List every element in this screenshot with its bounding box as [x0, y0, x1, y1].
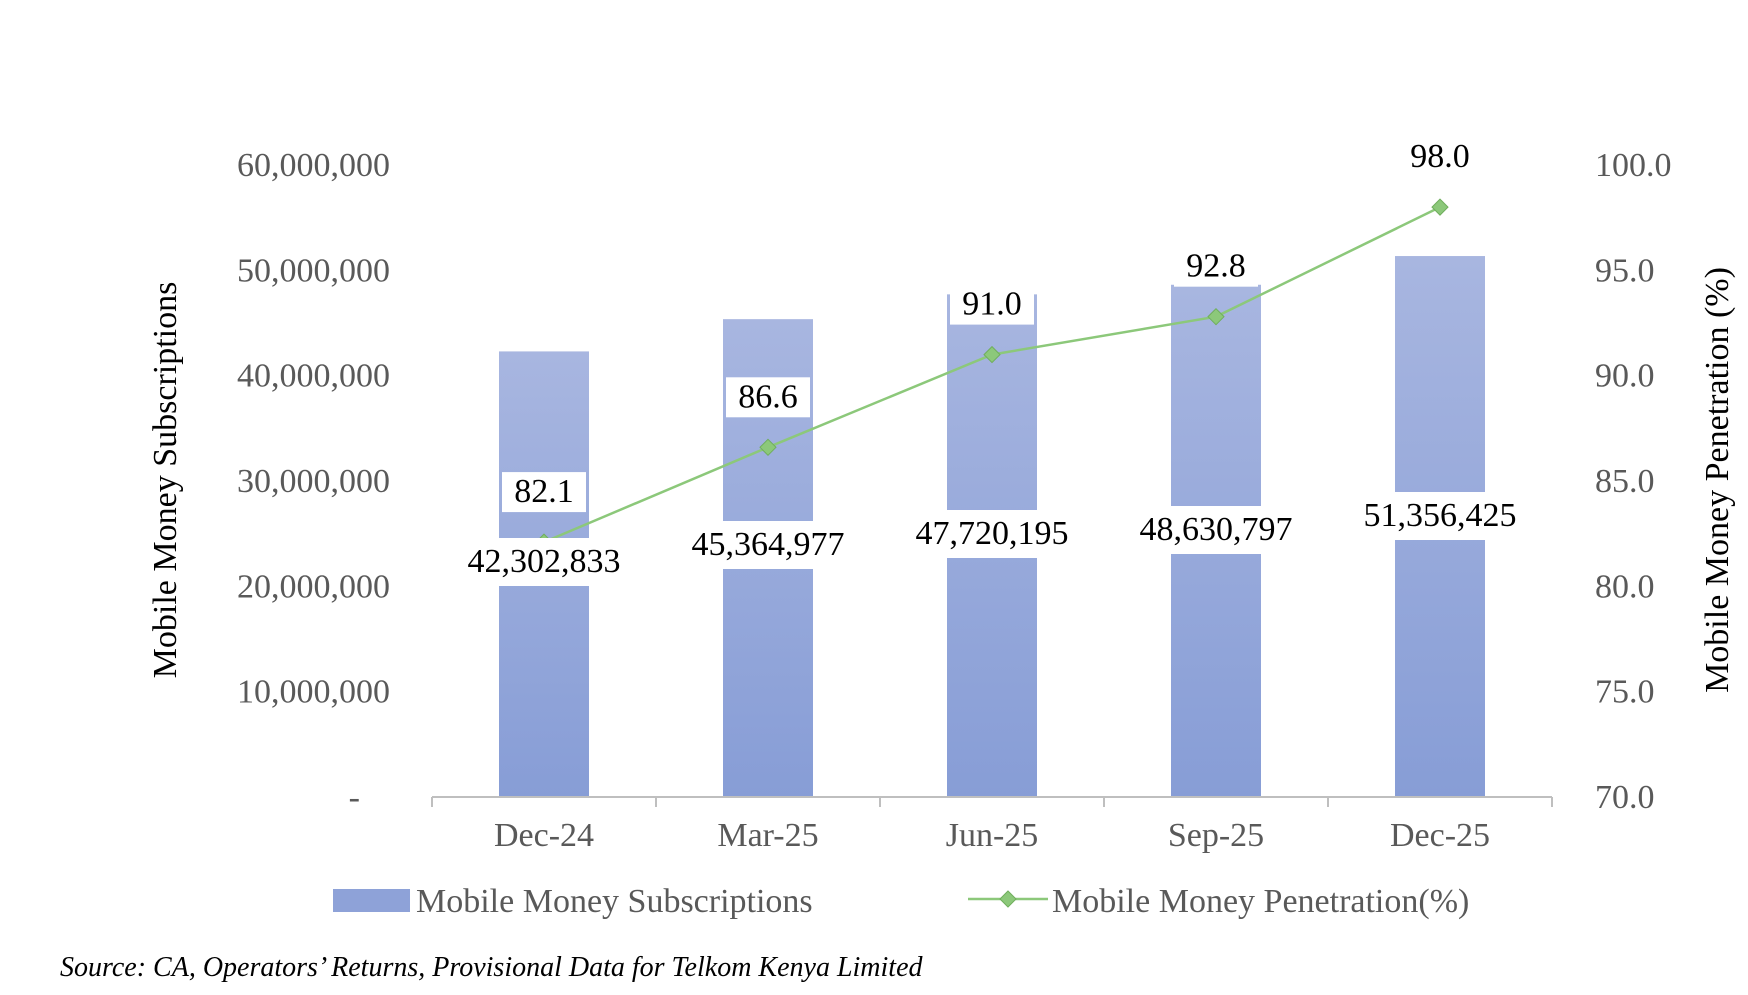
line-data-label: 98.0: [1410, 138, 1470, 175]
x-tick-label: Dec-24: [494, 817, 594, 854]
bar-data-label-bg: [449, 538, 639, 586]
line-data-label: 82.1: [514, 473, 574, 510]
y-tick-label: 50,000,000: [237, 252, 390, 289]
line-data-label: 86.6: [738, 378, 798, 415]
penetration-marker-mar-25: [759, 438, 777, 457]
penetration-marker-jun-25: [983, 345, 1001, 364]
y-tick-label: -: [349, 779, 360, 816]
line-data-label-bg: [1398, 137, 1482, 178]
y-tick-label: 40,000,000: [237, 358, 390, 395]
y2-tick-label: 70.0: [1595, 779, 1655, 816]
y2-tick-label: 80.0: [1595, 568, 1655, 605]
penetration-marker-dec-25: [1431, 198, 1449, 216]
legend-marker-penetration: [999, 890, 1017, 908]
y2-tick-label: 100.0: [1595, 147, 1672, 184]
source-note: Source: CA, Operators’ Returns, Provisio…: [60, 952, 923, 983]
penetration-marker-sep-25: [1207, 307, 1225, 326]
line-data-label-bg: [950, 284, 1034, 325]
legend-swatch-subscriptions: [333, 889, 410, 912]
x-tick-label: Jun-25: [946, 817, 1039, 854]
x-tick-label: Dec-25: [1390, 817, 1490, 854]
bar-data-label-bg: [1345, 492, 1535, 540]
y2-axis-title: Mobile Money Penetration (%): [1699, 267, 1736, 693]
bar-data-label-bg: [1121, 506, 1311, 554]
bar-data-label-bg: [673, 521, 863, 569]
y2-tick-label: 85.0: [1595, 463, 1655, 500]
x-tick-label: Mar-25: [717, 817, 818, 854]
bar-data-label: 47,720,195: [916, 515, 1069, 552]
bar-data-label: 42,302,833: [468, 543, 621, 580]
y-tick-label: 30,000,000: [237, 463, 390, 500]
legend-label-penetration: Mobile Money Penetration(%): [1052, 883, 1469, 920]
line-data-label-bg: [502, 472, 586, 513]
line-data-label: 91.0: [962, 286, 1022, 323]
y-axis-title: Mobile Money Subscriptions: [147, 282, 184, 679]
line-data-label: 92.8: [1186, 248, 1246, 285]
axes-layer: Dec-24 Mar-25 Jun-25 Sep-25 Dec-25 - 10,000,00…: [147, 147, 1736, 854]
bar-data-label: 51,356,425: [1364, 497, 1517, 534]
x-tick-label: Sep-25: [1168, 817, 1264, 854]
y-tick-label: 60,000,000: [237, 147, 390, 184]
y2-tick-label: 95.0: [1595, 252, 1655, 289]
labels-layer: 42,302,833 45,364,977 47,720,195 48,630,797…: [449, 137, 1535, 586]
bar-data-label-bg: [897, 510, 1087, 558]
line-data-label-bg: [1174, 246, 1258, 287]
y-tick-label: 20,000,000: [237, 568, 390, 605]
bar-data-label: 48,630,797: [1140, 511, 1293, 548]
legend-label-subscriptions: Mobile Money Subscriptions: [416, 883, 813, 920]
bar-data-label: 45,364,977: [692, 526, 845, 563]
y2-tick-label: 90.0: [1595, 358, 1655, 395]
y2-tick-label: 75.0: [1595, 674, 1655, 711]
line-data-label-bg: [726, 377, 810, 418]
legend: Mobile Money Subscriptions Mobile Money P…: [333, 883, 1469, 920]
y-tick-label: 10,000,000: [237, 674, 390, 711]
